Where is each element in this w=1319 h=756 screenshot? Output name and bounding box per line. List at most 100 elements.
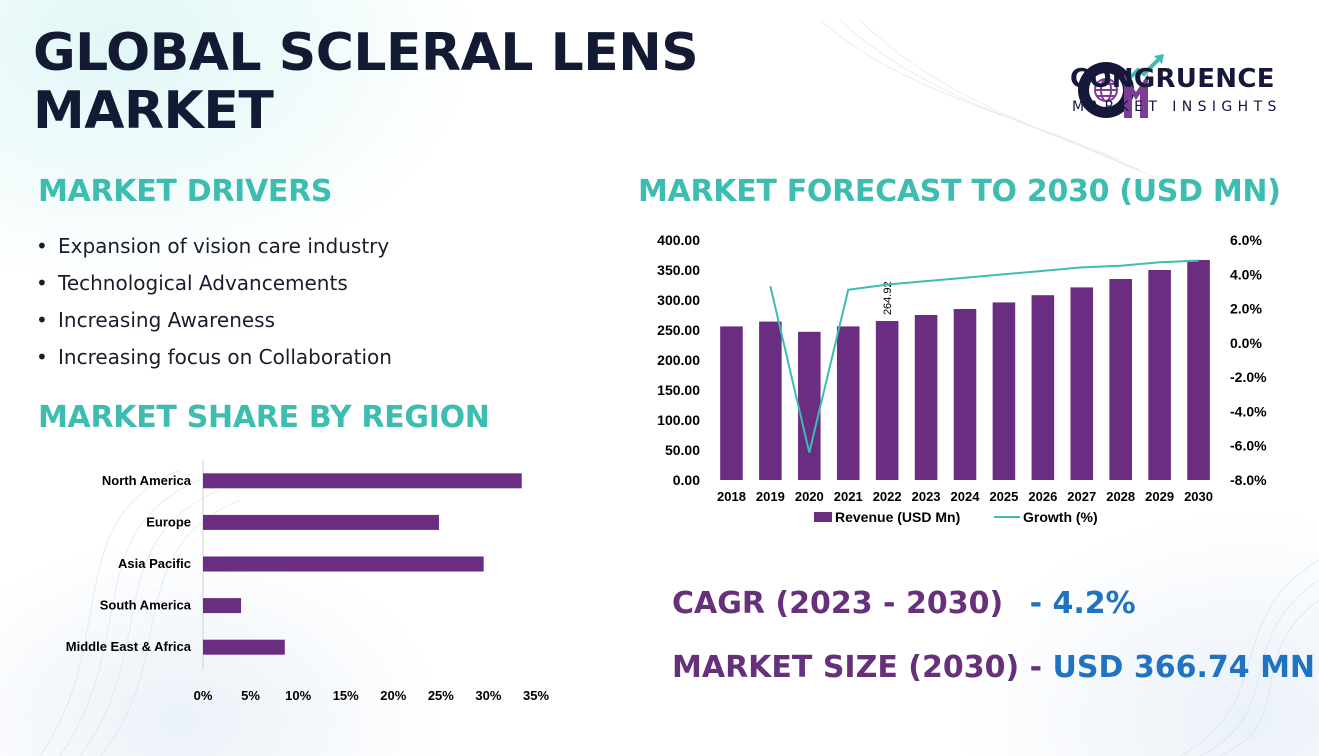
bullet-icon: • [36,308,48,332]
page-title: GLOBAL SCLERAL LENS MARKET [33,23,699,141]
bar [203,598,242,614]
y-right-tick-label: -6.0% [1230,438,1267,454]
market-size-label: MARKET SIZE (2030) - [672,650,1043,685]
driver-text: Expansion of vision care industry [58,234,390,258]
x-tick-label: 20% [380,688,406,702]
market-drivers-heading: MARKET DRIVERS [38,174,333,209]
category-label: Asia Pacific [118,556,191,571]
y-right-tick-label: 4.0% [1230,266,1262,282]
cagr-stat: CAGR (2023 - 2030) - 4.2% [672,586,1136,621]
revenue-bar [836,326,860,480]
revenue-bar [759,321,782,480]
y-right-tick-label: -2.0% [1230,369,1267,385]
region-share-chart: North America Europe Asia Pacific South Ame… [66,460,549,702]
revenue-bar [1148,270,1171,480]
legend-label-growth: Growth (%) [1023,509,1098,525]
y-left-tick-label: 200.00 [657,352,700,368]
market-drivers-list: • Expansion of vision care industry • Tech… [36,230,392,378]
x-tick-label: 2027 [1067,489,1096,504]
category-label: North America [102,473,192,488]
x-tick-label: 2020 [795,489,824,504]
driver-item: • Increasing focus on Collaboration [36,341,392,378]
legend-label-revenue: Revenue (USD Mn) [835,509,960,525]
x-tick-label: 5% [241,688,260,702]
category-label: South America [100,598,192,613]
y-left-tick-label: 300.00 [657,292,700,308]
cagr-value: - 4.2% [1029,586,1136,621]
page-title-line1: GLOBAL SCLERAL LENS [33,23,699,83]
x-tick-label: 30% [475,688,501,702]
revenue-bar [1187,259,1210,480]
x-tick-label: 2021 [834,489,863,504]
x-tick-label: 2026 [1028,489,1057,504]
x-tick-label: 2023 [912,489,941,504]
data-label: 264.92 [882,281,894,315]
driver-item: • Expansion of vision care industry [36,230,392,267]
y-left-tick-label: 50.00 [665,442,700,458]
revenue-bar [875,321,899,480]
driver-text: Increasing focus on Collaboration [58,345,392,369]
x-tick-label: 2022 [873,489,902,504]
y-right-tick-label: -8.0% [1230,472,1267,488]
bar [203,556,484,572]
trend-arrow-icon [1124,56,1162,84]
bullet-icon: • [36,345,48,369]
y-right-tick-label: -4.0% [1230,403,1267,419]
region-chart-title: MARKET SHARE BY REGION [38,400,490,435]
revenue-bar [720,326,743,480]
y-left-tick-label: 250.00 [657,322,700,338]
forecast-chart-title: MARKET FORECAST TO 2030 (USD MN) [638,174,1281,209]
y-left-tick-label: 150.00 [657,382,700,398]
x-tick-label: 2025 [989,489,1018,504]
logo-tagline: MARKET INSIGHTS [1072,99,1282,115]
y-left-tick-label: 350.00 [657,262,700,278]
revenue-bar [953,309,977,480]
x-tick-label: 2028 [1106,489,1135,504]
category-label: Europe [146,514,191,529]
x-tick-label: 2019 [756,489,785,504]
logo-name: CONGRUENCE [1070,64,1275,94]
x-tick-label: 15% [333,688,359,702]
revenue-bar [1070,287,1094,480]
revenue-bar [914,315,938,480]
y-right-tick-label: 2.0% [1230,301,1262,317]
bullet-icon: • [36,271,48,295]
revenue-bar [1109,279,1132,480]
y-left-tick-label: 100.00 [657,412,700,428]
y-right-tick-label: 6.0% [1230,232,1262,248]
x-tick-label: 2030 [1184,489,1213,504]
x-tick-label: 2018 [717,489,746,504]
x-tick-label: 2024 [951,489,981,504]
bar [203,514,439,530]
x-tick-label: 35% [523,688,549,702]
cagr-label: CAGR (2023 - 2030) [672,586,1004,621]
bar [203,639,285,655]
bullet-icon: • [36,234,48,258]
y-left-tick-label: 400.00 [657,232,700,248]
x-tick-label: 10% [285,688,311,702]
legend-swatch-revenue [814,512,832,522]
driver-item: • Increasing Awareness [36,304,392,341]
globe-icon [1094,78,1118,102]
driver-text: Increasing Awareness [58,308,276,332]
growth-line [769,259,1199,453]
logo-mark [1078,54,1164,118]
revenue-bar [798,331,821,480]
driver-text: Technological Advancements [58,271,348,295]
category-label: Middle East & Africa [66,639,192,654]
bar [203,473,522,489]
y-right-tick-label: 0.0% [1230,335,1262,351]
x-tick-label: 0% [194,688,213,702]
y-left-tick-label: 0.00 [673,472,700,488]
page-title-line2: MARKET [33,81,274,141]
x-tick-label: 2029 [1145,489,1174,504]
revenue-bar [992,302,1016,480]
revenue-bar [1031,295,1055,480]
driver-item: • Technological Advancements [36,267,392,304]
market-size-stat: MARKET SIZE (2030) - USD 366.74 MN [672,650,1315,685]
forecast-chart: 0.00 50.00 100.00 150.00 200.00 250.00 300.00 3… [657,232,1267,525]
x-tick-label: 25% [428,688,454,702]
market-size-value: USD 366.74 MN [1052,650,1316,685]
